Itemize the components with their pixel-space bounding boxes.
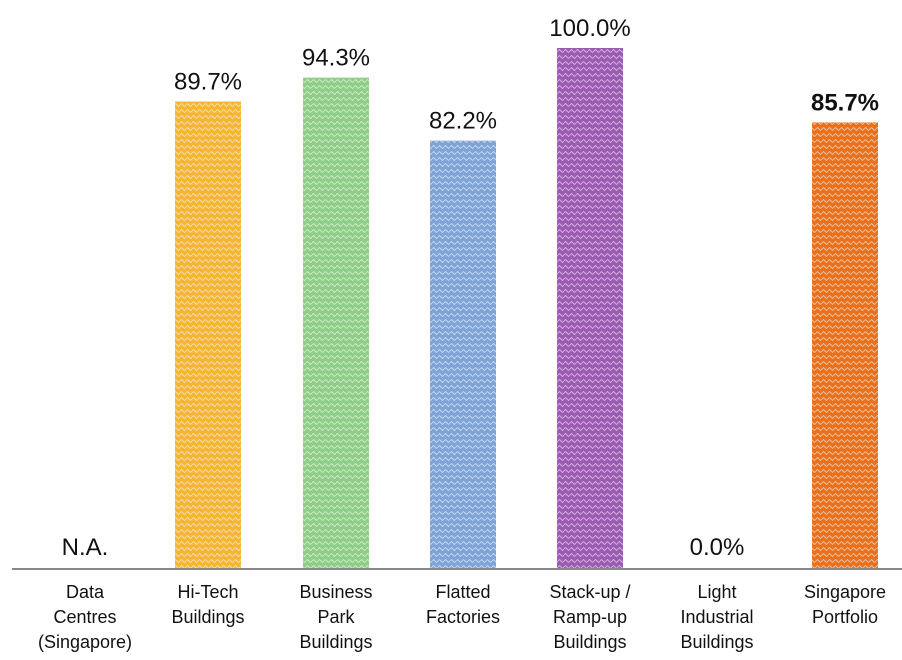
bar: [430, 140, 496, 568]
category-label: Buildings: [299, 632, 372, 652]
data-labels-group: N.A. 89.7% 94.3% 82.2% 100.0% 0.0% 85.7%: [62, 15, 879, 561]
bar: [303, 77, 369, 568]
data-label: N.A.: [62, 534, 109, 561]
data-label: 94.3%: [302, 45, 370, 72]
data-label: 100.0%: [549, 15, 630, 42]
category-label: Flatted: [435, 582, 490, 602]
category-label: Ramp-up: [553, 607, 627, 627]
category-label: Stack-up /: [549, 582, 630, 602]
category-label: Portfolio: [812, 607, 878, 627]
category-label: Buildings: [553, 632, 626, 652]
category-label: Business: [299, 582, 372, 602]
data-label: 89.7%: [174, 69, 242, 96]
category-label: Buildings: [680, 632, 753, 652]
bar: [812, 122, 878, 569]
category-label: Factories: [426, 607, 500, 627]
data-label: 85.7%: [811, 89, 879, 116]
category-label: Buildings: [171, 607, 244, 627]
category-label: Data: [66, 582, 105, 602]
category-label: Centres: [53, 607, 116, 627]
category-label: Industrial: [680, 607, 753, 627]
category-label: Hi-Tech: [177, 582, 238, 602]
bars-group: [175, 48, 878, 569]
category-labels-group: Data Centres (Singapore) Hi-Tech Buildings Bu…: [38, 582, 886, 652]
data-label: 0.0%: [690, 534, 745, 561]
category-label: Light: [697, 582, 736, 602]
bar: [557, 48, 623, 568]
category-label: (Singapore): [38, 632, 132, 652]
category-label: Singapore: [804, 582, 886, 602]
data-label: 82.2%: [429, 108, 497, 135]
category-label: Park: [317, 607, 355, 627]
bar: [175, 101, 241, 568]
